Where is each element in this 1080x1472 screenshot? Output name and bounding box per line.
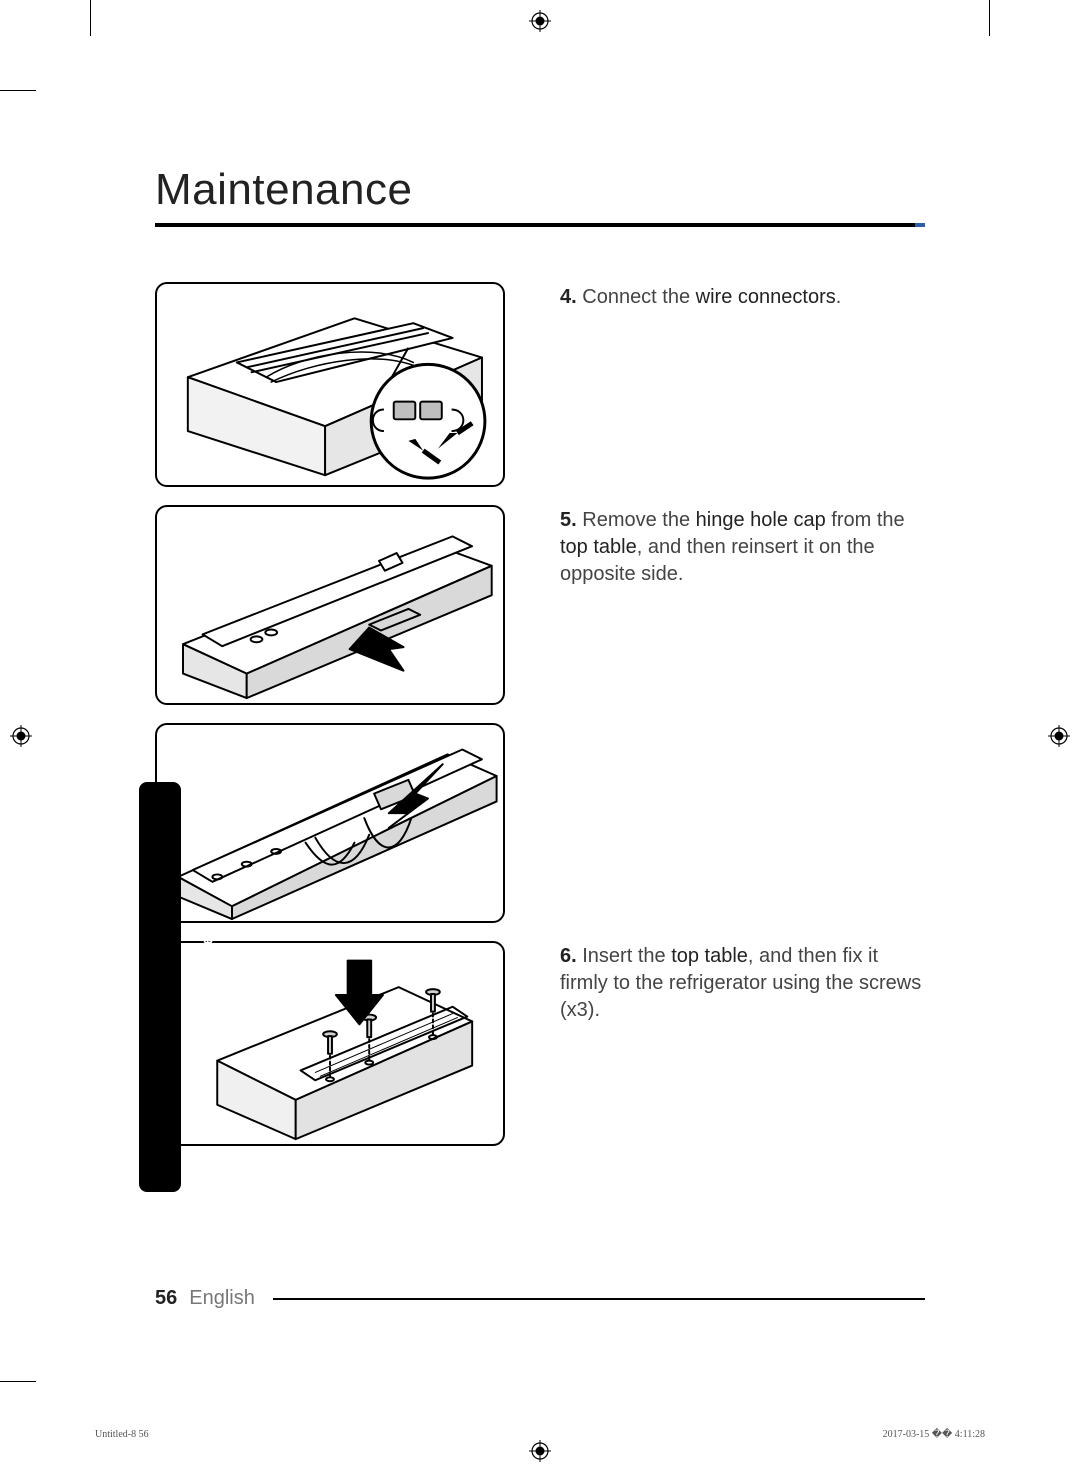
print-metadata: Untitled-8 56 2017-03-15 �� 4:11:28 (95, 1429, 985, 1440)
registration-mark-icon (10, 725, 32, 747)
step-row: 6. Insert the top table, and then fix it… (155, 941, 925, 1146)
content-area: Maintenance (155, 282, 925, 1146)
page-language: English (189, 1287, 255, 1310)
step-number: 4. (560, 286, 577, 308)
crop-mark (989, 0, 990, 36)
step-text: 6. Insert the top table, and then fix it… (560, 941, 925, 1024)
step-text: 4. Connect the wire connectors. (560, 282, 841, 311)
page-title: Maintenance (155, 165, 990, 215)
page-container: Maintenance Maintenance (90, 55, 990, 1395)
footer-rule (273, 1298, 925, 1300)
figure-hinge-cap-insert (155, 723, 505, 923)
step-row: 4. Connect the wire connectors. (155, 282, 925, 487)
crop-mark (0, 90, 36, 91)
step-row (155, 723, 925, 923)
registration-mark-icon (529, 1440, 551, 1462)
title-rule (155, 223, 925, 227)
registration-mark-icon (1048, 725, 1070, 747)
step-text: 5. Remove the hinge hole cap from the to… (560, 505, 925, 588)
page-footer: 56 English (155, 1287, 925, 1310)
step-body: Insert the top table, and then fix it fi… (560, 945, 921, 1021)
section-tab: Maintenance (139, 782, 181, 1192)
registration-mark-icon (529, 10, 551, 32)
crop-mark (90, 0, 91, 36)
step-body: Connect the wire connectors. (582, 286, 841, 308)
crop-mark (0, 1381, 36, 1382)
step-number: 6. (560, 945, 577, 967)
print-timestamp: 2017-03-15 �� 4:11:28 (883, 1429, 985, 1440)
step-number: 5. (560, 509, 577, 531)
step-body: Remove the hinge hole cap from the top t… (560, 509, 905, 585)
figure-hinge-cap-remove (155, 505, 505, 705)
figure-wire-connectors (155, 282, 505, 487)
print-file: Untitled-8 56 (95, 1429, 149, 1440)
section-tab-label: Maintenance (103, 936, 218, 1039)
page-number: 56 (155, 1287, 177, 1310)
step-row: 5. Remove the hinge hole cap from the to… (155, 505, 925, 705)
